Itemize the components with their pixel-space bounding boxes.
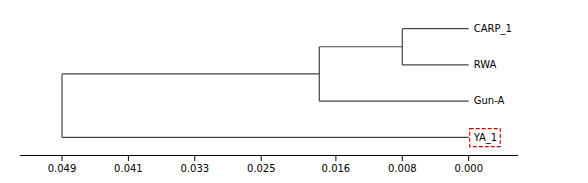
svg-text:0.025: 0.025 — [247, 163, 276, 174]
svg-text:CARP_1: CARP_1 — [474, 23, 512, 35]
svg-text:0.041: 0.041 — [114, 163, 143, 174]
svg-text:0.000: 0.000 — [454, 163, 483, 174]
svg-text:YA_1: YA_1 — [473, 132, 498, 144]
svg-text:0.008: 0.008 — [388, 163, 417, 174]
svg-text:RWA: RWA — [474, 59, 497, 70]
svg-text:0.016: 0.016 — [322, 163, 351, 174]
svg-text:0.049: 0.049 — [48, 163, 77, 174]
svg-text:0.033: 0.033 — [180, 163, 209, 174]
svg-text:Gun-A: Gun-A — [474, 95, 505, 106]
